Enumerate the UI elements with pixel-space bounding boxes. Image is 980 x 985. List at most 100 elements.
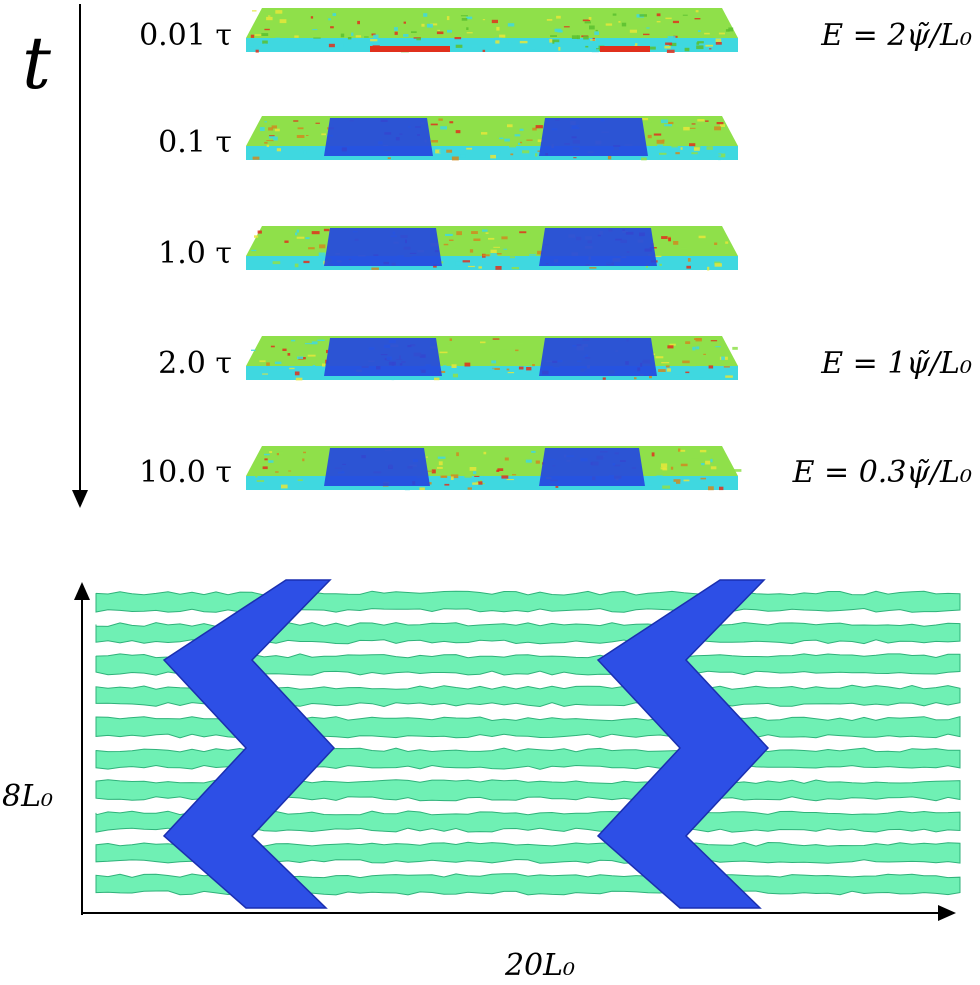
- slab-texture: [262, 466, 268, 470]
- slab-texture: [472, 482, 479, 485]
- slab-texture: [437, 472, 442, 475]
- slab-texture: [719, 486, 724, 491]
- slab-texture: [535, 125, 543, 129]
- slab-texture: [259, 127, 265, 131]
- slab-texture: [438, 118, 443, 121]
- slab-texture: [651, 452, 655, 457]
- slab-texture: [685, 371, 690, 374]
- slab-texture: [257, 230, 262, 234]
- slab-texture: [269, 451, 273, 453]
- slab-texture: [635, 43, 638, 45]
- slab-texture: [649, 375, 652, 379]
- slab-texture: [684, 47, 690, 52]
- slab-texture: [263, 450, 269, 454]
- slab-texture: [557, 30, 563, 33]
- slab-texture: [504, 138, 510, 142]
- slab-texture: [270, 345, 275, 348]
- slab-texture: [304, 343, 313, 345]
- slab-texture: [404, 486, 410, 491]
- slab-texture: [440, 261, 444, 264]
- slab-texture: [732, 346, 738, 350]
- slab-texture: [482, 229, 488, 232]
- slab-texture: [496, 253, 502, 255]
- slab-texture: [267, 15, 271, 17]
- slab-texture: [303, 451, 306, 454]
- slab-texture: [506, 368, 510, 371]
- slab-texture: [274, 361, 282, 364]
- slab-texture: [668, 42, 673, 46]
- slab-texture: [507, 124, 513, 128]
- slab-2: [246, 226, 738, 271]
- slab-texture: [501, 475, 509, 479]
- time-label-1: 0.1 τ: [158, 125, 232, 160]
- slab-texture: [689, 143, 696, 147]
- slab-texture: [675, 123, 681, 128]
- slab-texture: [297, 127, 304, 130]
- slab-texture: [276, 148, 281, 152]
- slab-texture: [299, 249, 306, 251]
- slab-texture: [321, 133, 326, 136]
- slab-texture: [371, 33, 376, 36]
- slab-texture: [294, 371, 300, 376]
- slab-texture: [700, 477, 706, 480]
- slab-texture: [460, 15, 468, 17]
- slab-texture: [552, 39, 560, 43]
- slab-texture: [255, 49, 259, 53]
- slab-texture: [577, 35, 580, 40]
- slab-texture: [371, 267, 379, 270]
- slab-texture: [316, 487, 320, 490]
- slab-texture: [297, 479, 303, 481]
- domain-wall-left: [162, 579, 336, 909]
- slab-texture: [256, 480, 265, 482]
- slab-texture: [656, 139, 665, 144]
- slab-texture: [279, 451, 283, 455]
- slab-texture: [268, 135, 275, 139]
- slab-texture: [436, 31, 444, 35]
- slab-texture: [268, 127, 274, 131]
- slab-texture: [555, 486, 559, 488]
- slab-texture: [683, 479, 690, 482]
- slab-blue-domain: [539, 338, 657, 376]
- slab-texture: [296, 229, 300, 233]
- slab-texture: [481, 132, 488, 135]
- slab-4: [246, 446, 742, 491]
- slab-texture: [276, 453, 279, 456]
- slab-texture: [718, 153, 726, 158]
- slab-texture: [666, 151, 672, 153]
- slab-texture: [664, 124, 672, 127]
- slab-texture: [715, 346, 721, 348]
- slab-side-face: [246, 366, 738, 380]
- slab-texture: [468, 265, 475, 268]
- slab-texture: [588, 17, 592, 20]
- slab-blue-domain: [324, 338, 442, 376]
- slab-texture: [256, 252, 262, 256]
- slab-texture: [698, 30, 701, 32]
- slab-texture: [714, 242, 718, 245]
- slab-texture: [645, 264, 648, 268]
- slab-texture: [692, 346, 696, 351]
- slab-texture: [272, 261, 281, 265]
- slab-texture: [349, 486, 356, 489]
- slab-texture: [324, 267, 331, 270]
- time-axis-label: t: [22, 21, 52, 105]
- slab-texture: [676, 481, 681, 484]
- slab-texture: [485, 232, 489, 234]
- lamella-stripe: [95, 590, 961, 613]
- slab-texture: [308, 247, 315, 250]
- slab-texture: [471, 44, 478, 48]
- slab-texture: [276, 368, 283, 372]
- slab-texture: [310, 16, 314, 19]
- slab-texture: [643, 470, 652, 473]
- slab-texture: [490, 154, 496, 159]
- slab-texture: [281, 39, 288, 42]
- slab-texture: [421, 23, 425, 27]
- slab-texture: [532, 127, 537, 131]
- slab-texture: [265, 137, 270, 140]
- slab-texture: [656, 475, 663, 477]
- slab-texture: [701, 463, 705, 466]
- slab-texture: [691, 152, 698, 155]
- slab-texture: [629, 29, 637, 33]
- slab-texture: [454, 37, 462, 40]
- slab-texture: [710, 458, 713, 463]
- slab-texture: [696, 45, 704, 50]
